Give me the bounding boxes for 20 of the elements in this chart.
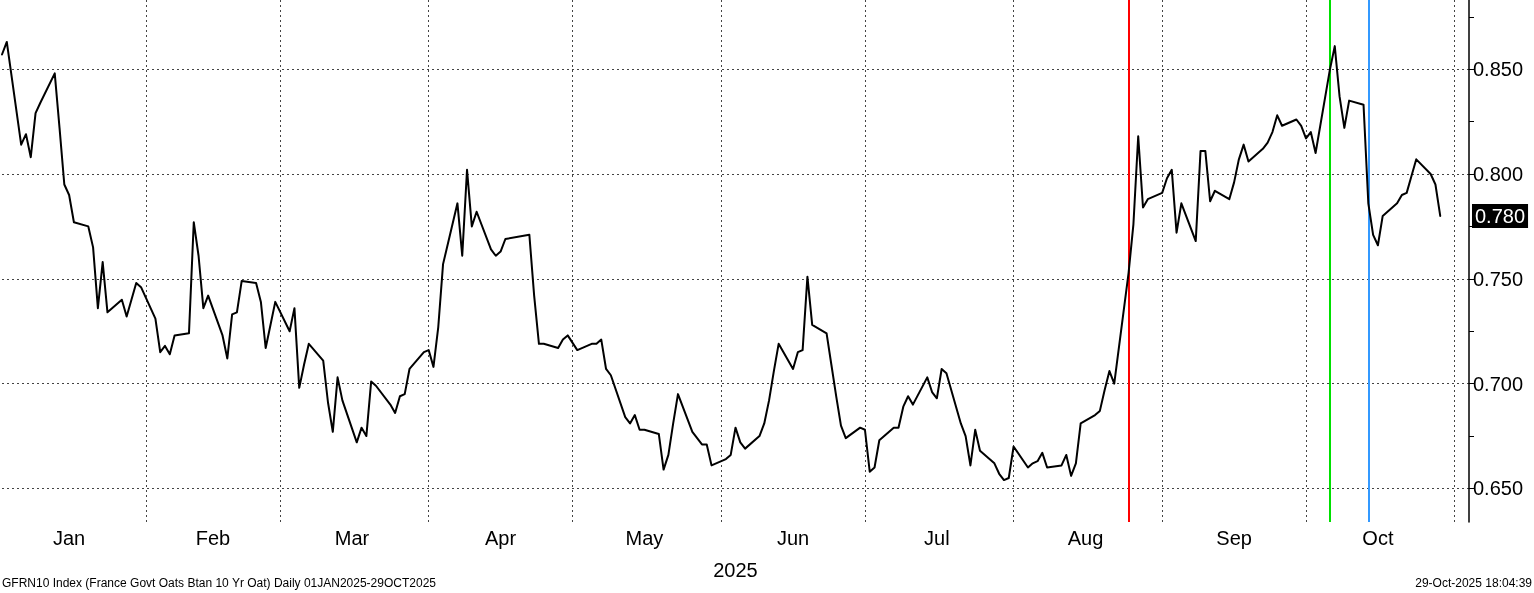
y-tick-label: 0.700 (1473, 372, 1524, 395)
x-tick-label: Mar (334, 527, 370, 549)
annotation: 0.780 (1475, 204, 1526, 227)
x-tick-label: Oct (1362, 527, 1394, 549)
text: 29-Oct-2025 18:04:39 (1415, 576, 1533, 590)
y-tick-label: 0.650 (1473, 477, 1524, 500)
text: GFRN10 Index (France Govt Oats Btan 10 Yr Oat) Daily 01JAN2025-29OCT2025 (2, 576, 437, 590)
x-tick-label: Jan (52, 527, 86, 549)
y-tick-label: 0.850 (1473, 58, 1524, 81)
x-axis-title: 2025 (713, 559, 758, 581)
x-tick-label: Sep (1216, 527, 1252, 549)
x-tick-label: May (625, 527, 664, 549)
y-tick-label: 0.800 (1473, 163, 1524, 185)
x-tick-label: Jun (776, 527, 810, 549)
x-tick-label: Feb (195, 527, 231, 549)
x-tick-label: Apr (485, 527, 517, 549)
x-tick-label: Aug (1067, 527, 1104, 549)
line-series (1, 40, 1442, 482)
y-tick-label: 0.750 (1473, 267, 1524, 290)
x-tick-label: Jul (924, 527, 950, 549)
